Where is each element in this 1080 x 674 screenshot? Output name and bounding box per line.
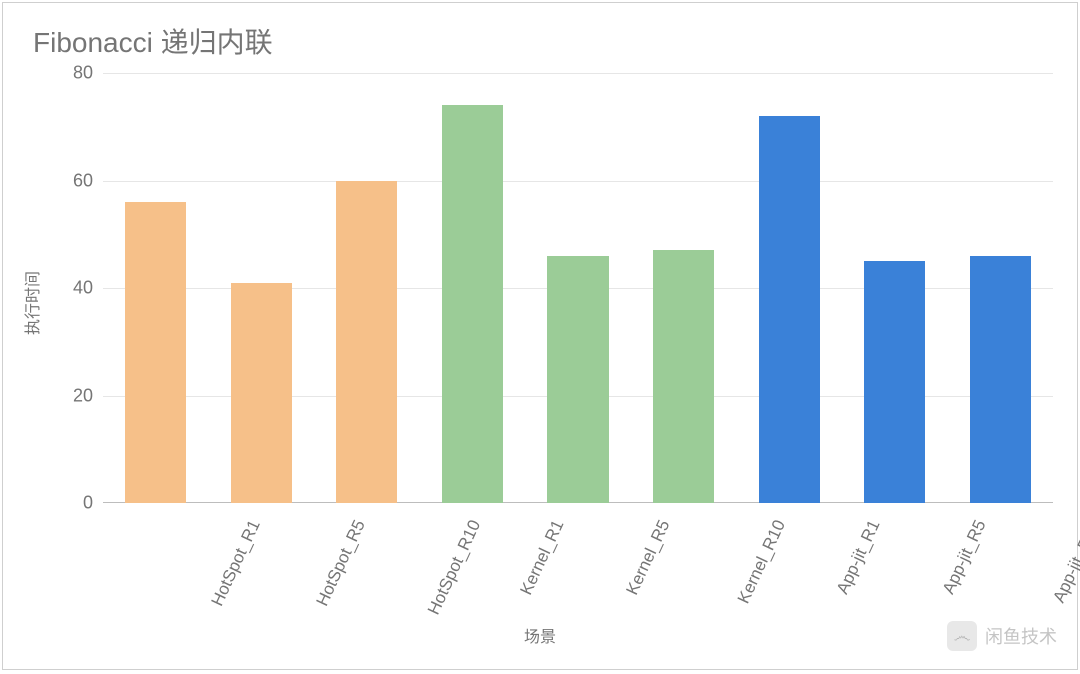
x-tick-label: App-jit_R10 bbox=[1050, 517, 1080, 606]
y-axis-label: 执行时间 bbox=[19, 271, 43, 335]
chart-title: Fibonacci 递归内联 bbox=[33, 21, 273, 61]
y-tick-label: 60 bbox=[73, 170, 93, 191]
x-tick-label: App-jit_R1 bbox=[833, 517, 885, 597]
plot-area: 020406080 bbox=[103, 73, 1053, 503]
bar bbox=[336, 181, 397, 504]
x-tick-label: Kernel_R10 bbox=[733, 517, 789, 607]
grid-line bbox=[103, 181, 1053, 182]
bar bbox=[970, 256, 1031, 503]
bar bbox=[125, 202, 186, 503]
bar bbox=[442, 105, 503, 503]
x-tick-label: HotSpot_R1 bbox=[207, 517, 264, 609]
watermark: ෴ 闲鱼技术 bbox=[947, 621, 1057, 651]
bar bbox=[231, 283, 292, 503]
x-tick-label: HotSpot_R10 bbox=[424, 517, 485, 618]
bar bbox=[759, 116, 820, 503]
x-tick-label: HotSpot_R5 bbox=[313, 517, 370, 609]
watermark-text: 闲鱼技术 bbox=[985, 623, 1057, 649]
x-tick-label: Kernel_R5 bbox=[622, 517, 674, 598]
bar bbox=[547, 256, 608, 503]
x-tick-label: App-jit_R5 bbox=[938, 517, 990, 597]
y-tick-label: 0 bbox=[83, 493, 93, 514]
y-tick-label: 40 bbox=[73, 278, 93, 299]
bar bbox=[864, 261, 925, 503]
x-tick-label: Kernel_R1 bbox=[517, 517, 569, 598]
grid-line bbox=[103, 73, 1053, 74]
y-tick-label: 20 bbox=[73, 385, 93, 406]
watermark-icon: ෴ bbox=[947, 621, 977, 651]
chart-frame: Fibonacci 递归内联 执行时间 020406080 HotSpot_R1… bbox=[2, 2, 1078, 670]
x-tick-container: HotSpot_R1 HotSpot_R5 HotSpot_R10 Kernel_R1… bbox=[103, 509, 1053, 629]
bar bbox=[653, 250, 714, 503]
x-axis-label: 场景 bbox=[524, 623, 556, 647]
y-tick-label: 80 bbox=[73, 63, 93, 84]
